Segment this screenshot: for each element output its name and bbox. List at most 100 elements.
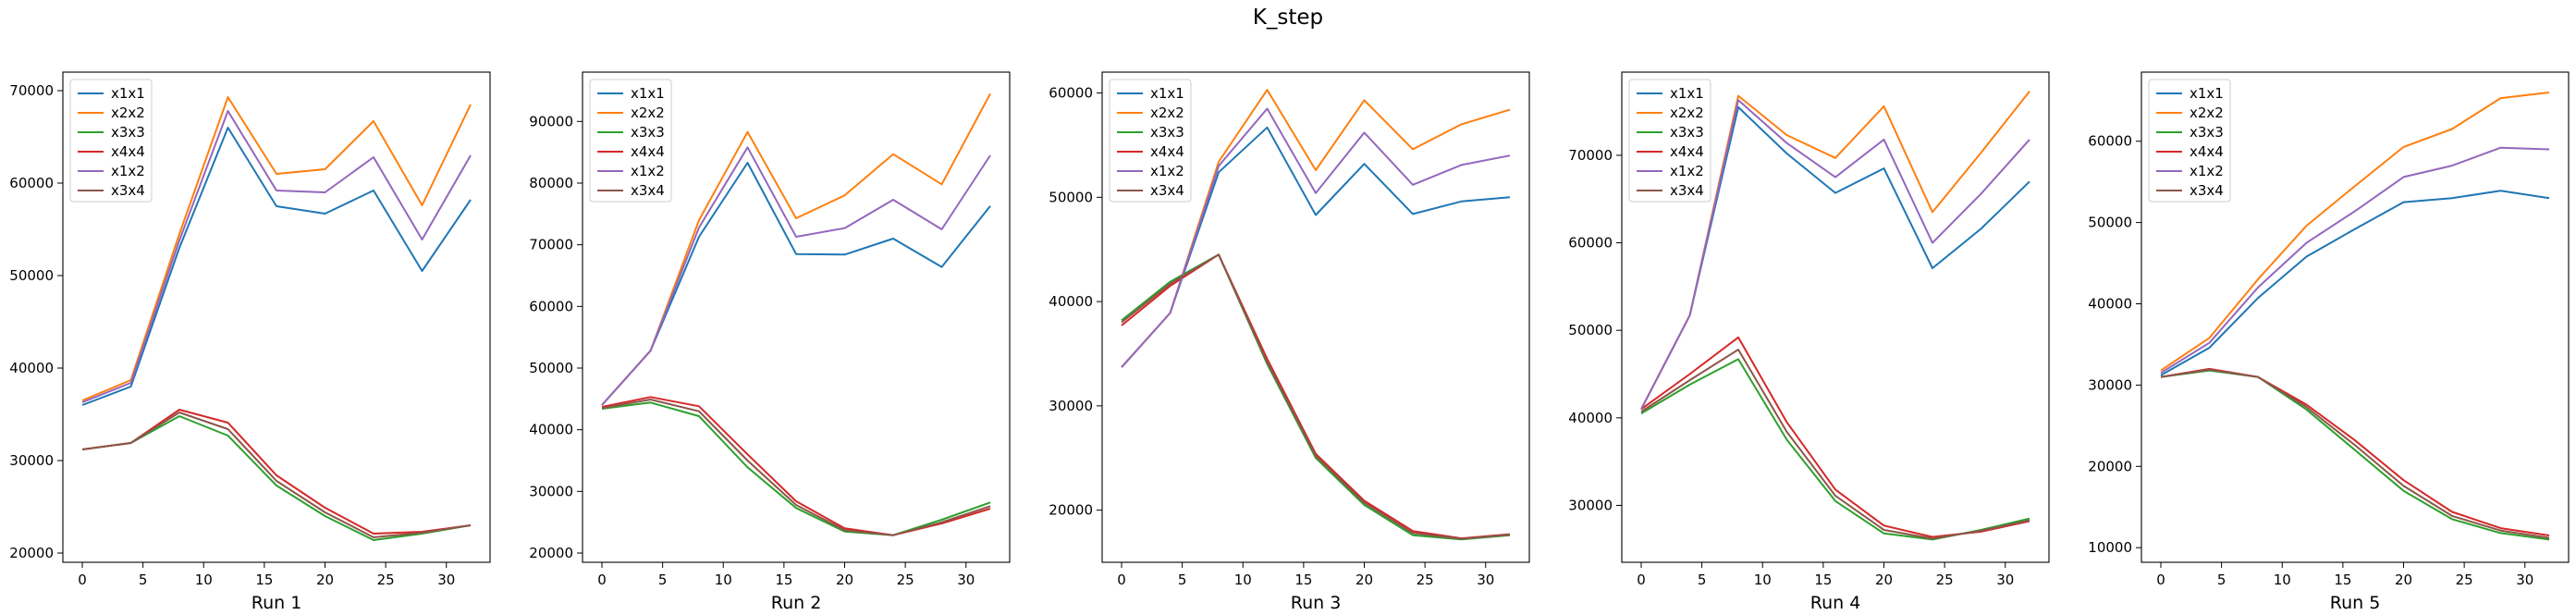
legend-label-x1x2: x1x2 — [2190, 163, 2224, 179]
x-tick-label: 20 — [2395, 572, 2412, 588]
x-tick-label: 20 — [1875, 572, 1893, 588]
series-line-x3x3 — [601, 401, 991, 536]
x-tick-label: 0 — [597, 572, 607, 588]
series-line-x4x4 — [2160, 367, 2550, 536]
series-line-x3x4 — [81, 412, 472, 538]
legend-label-x3x3: x3x3 — [631, 124, 665, 141]
series-line-x1x1 — [601, 162, 991, 406]
legend-label-x2x2: x2x2 — [631, 105, 665, 121]
legend-label-x1x2: x1x2 — [111, 163, 145, 179]
legend-label-x4x4: x4x4 — [1150, 143, 1184, 160]
series-line-x1x2 — [601, 146, 991, 406]
legend-label-x2x2: x2x2 — [111, 105, 145, 121]
y-tick-label: 50000 — [9, 267, 54, 284]
y-tick-label: 50000 — [1568, 322, 1613, 338]
y-tick-label: 70000 — [1568, 147, 1613, 164]
y-tick-label: 20000 — [1049, 502, 1093, 519]
series-line-x4x4 — [1121, 253, 1511, 540]
x-tick-label: 25 — [1936, 572, 1954, 588]
y-tick-label: 40000 — [1049, 293, 1093, 310]
x-tick-label: 25 — [2456, 572, 2473, 588]
x-tick-label: 25 — [1417, 572, 1434, 588]
axes-frame — [582, 71, 1011, 563]
series-line-x1x2 — [1121, 107, 1511, 368]
legend-label-x1x2: x1x2 — [1150, 163, 1184, 179]
legend-label-x3x3: x3x3 — [2190, 124, 2224, 141]
y-tick-label: 60000 — [1568, 235, 1613, 252]
subplot-run-5: 0 5 10 15 20 25 30 10000 20000 30000 40000 50000 600… — [2088, 71, 2570, 613]
x-tick-label: 30 — [437, 572, 455, 588]
legend-label-x3x4: x3x4 — [631, 182, 665, 199]
x-tick-label: 15 — [1294, 572, 1312, 588]
legend-label-x3x4: x3x4 — [111, 182, 145, 199]
x-tick-label: 25 — [377, 572, 395, 588]
x-axis-label: Run 1 — [251, 593, 302, 613]
y-tick-label: 40000 — [9, 360, 54, 376]
y-tick-label: 50000 — [2088, 215, 2132, 231]
subplot-run-3: 0 5 10 15 20 25 30 20000 30000 40000 50000 60000 Run… — [1049, 71, 1530, 613]
series-line-x3x4 — [601, 399, 991, 536]
y-tick-label: 70000 — [9, 82, 54, 99]
series-line-x2x2 — [81, 96, 472, 401]
subplot-run-4: 0 5 10 15 20 25 30 30000 40000 50000 60000 70000 Run… — [1568, 71, 2050, 613]
y-tick-label: 30000 — [1568, 497, 1613, 513]
y-tick-label: 30000 — [529, 483, 573, 499]
x-tick-label: 20 — [1355, 572, 1373, 588]
y-tick-label: 30000 — [1049, 398, 1093, 414]
legend-label-x3x3: x3x3 — [1150, 124, 1184, 141]
y-tick-label: 20000 — [529, 545, 573, 561]
x-tick-label: 10 — [195, 572, 213, 588]
x-axis-label: Run 4 — [1810, 593, 1861, 613]
x-axis-label: Run 5 — [2330, 593, 2381, 613]
x-tick-label: 5 — [1698, 572, 1707, 588]
legend-label-x1x1: x1x1 — [1150, 85, 1184, 102]
series-line-x1x2 — [2160, 146, 2550, 375]
x-tick-label: 15 — [2334, 572, 2351, 588]
legend-label-x2x2: x2x2 — [1670, 105, 1704, 121]
x-tick-label: 30 — [1477, 572, 1494, 588]
legend-label-x1x1: x1x1 — [1670, 85, 1704, 102]
subplot-run-2: 0 5 10 15 20 25 30 20000 30000 40000 50000 60000 700… — [529, 71, 1011, 613]
x-tick-label: 10 — [1234, 572, 1252, 588]
legend-label-x3x4: x3x4 — [1670, 182, 1704, 199]
y-tick-label: 30000 — [2088, 376, 2132, 393]
x-tick-label: 5 — [2217, 572, 2226, 588]
series-line-x1x1 — [81, 127, 472, 406]
y-tick-label: 50000 — [1049, 189, 1093, 205]
x-axis-label: Run 2 — [771, 593, 822, 613]
x-tick-label: 15 — [775, 572, 792, 588]
x-axis-label: Run 3 — [1291, 593, 1342, 613]
y-tick-label: 60000 — [1049, 85, 1093, 102]
legend-label-x1x1: x1x1 — [631, 85, 665, 102]
subplot-panels: 0 5 10 15 20 25 30 20000 30000 40000 50000 60000 700… — [9, 71, 2570, 613]
y-tick-label: 50000 — [529, 360, 573, 376]
legend-label-x4x4: x4x4 — [1670, 143, 1704, 160]
x-tick-label: 0 — [1637, 572, 1646, 588]
axes-frame — [1621, 71, 2050, 563]
series-line-x3x3 — [1121, 253, 1511, 541]
series-line-x1x2 — [1640, 99, 2030, 410]
subplot-run-1: 0 5 10 15 20 25 30 20000 30000 40000 50000 60000 700… — [9, 71, 491, 613]
x-tick-label: 5 — [1178, 572, 1187, 588]
legend-label-x3x4: x3x4 — [2190, 182, 2224, 199]
series-line-x3x4 — [2160, 368, 2550, 539]
figure-suptitle: K_step — [1253, 6, 1323, 30]
series-line-x3x3 — [2160, 369, 2550, 541]
x-tick-label: 10 — [2274, 572, 2291, 588]
series-line-x1x1 — [2160, 190, 2550, 376]
y-tick-label: 20000 — [2088, 458, 2132, 474]
x-tick-label: 0 — [78, 572, 87, 588]
series-line-x1x2 — [81, 110, 472, 403]
series-line-x3x4 — [1640, 349, 2030, 540]
y-tick-label: 40000 — [529, 422, 573, 438]
series-line-x3x3 — [81, 415, 472, 541]
legend: x1x1 x2x2 x3x3 x4x4 x1x2 x3x4 — [589, 79, 672, 203]
legend: x1x1 x2x2 x3x3 x4x4 x1x2 x3x4 — [69, 79, 153, 203]
legend-label-x4x4: x4x4 — [2190, 143, 2224, 160]
legend-label-x2x2: x2x2 — [2190, 105, 2224, 121]
legend-label-x1x2: x1x2 — [631, 163, 665, 179]
y-tick-label: 60000 — [2088, 133, 2132, 150]
series-line-x3x4 — [1121, 253, 1511, 540]
x-tick-label: 5 — [139, 572, 148, 588]
y-tick-label: 40000 — [2088, 295, 2132, 312]
